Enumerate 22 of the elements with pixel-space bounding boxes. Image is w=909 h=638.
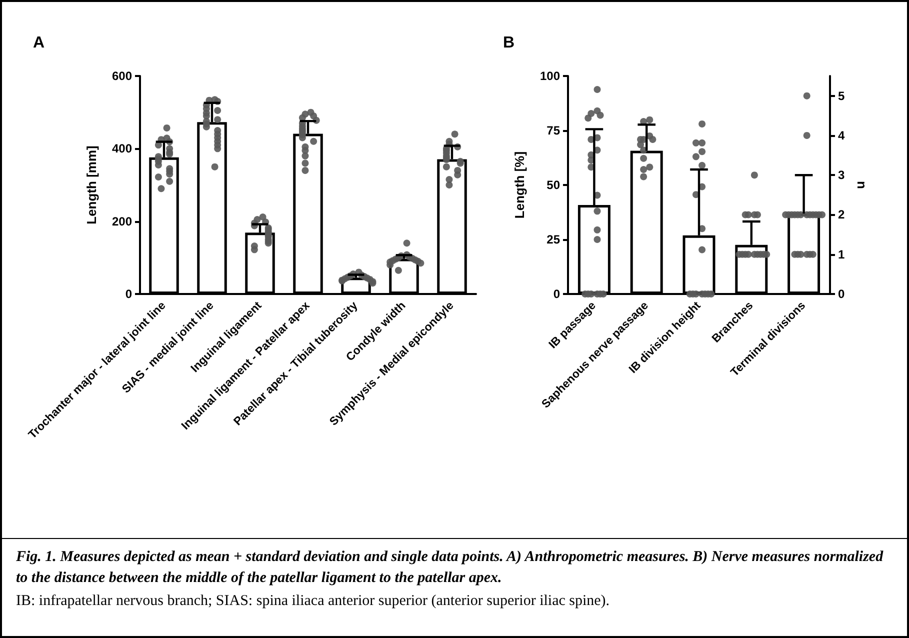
y-tick-label: 0 (553, 287, 560, 301)
y2-tick-label: 4 (838, 128, 845, 142)
y2-tick-label: 1 (838, 247, 845, 262)
chart-title: A (33, 34, 45, 52)
y2-axis-title: n (854, 181, 870, 190)
y-tick-label: 200 (112, 214, 132, 228)
y-tick-label: 100 (540, 69, 560, 83)
y2-tick-label: 2 (838, 208, 845, 222)
y-tick-label: 50 (546, 178, 560, 192)
y-tick-label: 600 (112, 69, 132, 83)
text: IB: infrapatellar nervous branch; SIAS: spina iliaca anterior superior (anterior superior iliac spine). (16, 592, 611, 611)
y-axis-title: Length [mm] (84, 146, 99, 224)
chart-title: B (503, 34, 515, 52)
y-tick-label: 25 (546, 232, 560, 246)
caption: Fig. 1. Measures depicted as mean + standard deviation and single data points. A) Anthropometric measures. B) Nerve measures normalized to the distance between the middle of the patellar ligament to the patellar apex. (16, 548, 884, 588)
y-tick-label: 400 (112, 142, 132, 156)
y2-tick-label: 3 (838, 168, 845, 182)
y2-tick-label: 0 (838, 287, 845, 301)
y-tick-label: 75 (546, 124, 560, 138)
y-axis-title: Length [%] (512, 151, 527, 219)
y2-tick-label: 5 (838, 88, 845, 103)
y-tick-label: 0 (125, 287, 132, 301)
